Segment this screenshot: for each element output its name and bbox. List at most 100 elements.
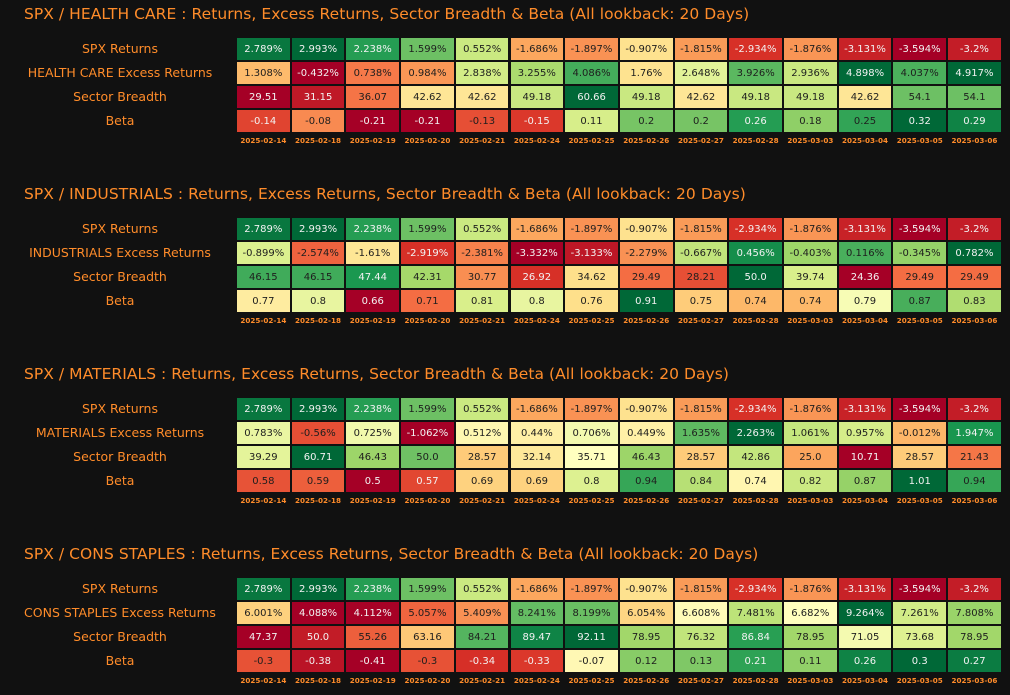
- date-tick-label: 2025-02-19: [349, 676, 396, 685]
- heatmap-cell: 36.07: [345, 85, 401, 109]
- date-tick-label: 2025-02-27: [677, 496, 724, 505]
- heatmap-cell: 28.57: [454, 445, 510, 469]
- heatmap-cell: 8.241%: [509, 601, 565, 625]
- heatmap-cell: 0.69: [509, 469, 565, 493]
- row-label-sector-breadth: Sector Breadth: [73, 269, 167, 284]
- date-tick-label: 2025-03-06: [951, 676, 998, 685]
- heatmap-cell: 7.808%: [947, 601, 1002, 625]
- heatmap-cell: 42.62: [673, 85, 729, 109]
- heatmap-cell: 0.26: [837, 649, 893, 673]
- heatmap-cell: -1.897%: [564, 217, 619, 241]
- heatmap-cell: -0.33: [509, 649, 565, 673]
- heatmap-cell: -2.919%: [400, 241, 455, 265]
- heatmap-cell: 2.238%: [345, 397, 401, 421]
- heatmap-cell: 60.71: [290, 445, 346, 469]
- heatmap-cell: 31.15: [290, 85, 346, 109]
- heatmap-cell: -3.131%: [837, 397, 893, 421]
- heatmap-cell: 46.15: [290, 265, 346, 289]
- heatmap-cell: 9.264%: [837, 601, 893, 625]
- date-tick-label: 2025-02-25: [568, 676, 615, 685]
- heatmap-cell: 0.706%: [564, 421, 619, 445]
- heatmap-cell: -1.876%: [783, 217, 838, 241]
- heatmap-cell: 0.71: [400, 289, 455, 313]
- row-label-sector-breadth: Sector Breadth: [73, 449, 167, 464]
- date-tick-label: 2025-02-20: [404, 136, 451, 145]
- heatmap-cell: 0.83: [947, 289, 1002, 313]
- heatmap-cell: 89.47: [509, 625, 565, 649]
- heatmap-cell: 7.481%: [728, 601, 783, 625]
- heatmap-cell: -0.907%: [618, 397, 674, 421]
- heatmap-cell: 29.49: [947, 265, 1002, 289]
- heatmap-cell: 0.79: [837, 289, 893, 313]
- panel-title: SPX / INDUSTRIALS : Returns, Excess Retu…: [24, 185, 746, 203]
- heatmap-cell: 34.62: [564, 265, 619, 289]
- heatmap-cell: 78.95: [783, 625, 838, 649]
- date-tick-label: 2025-03-05: [896, 136, 943, 145]
- heatmap-cell: 0.456%: [728, 241, 783, 265]
- heatmap-panel-1: SPX / HEALTH CARE : Returns, Excess Retu…: [0, 5, 1010, 155]
- heatmap-cell: -3.594%: [892, 37, 948, 61]
- heatmap-cell: -0.907%: [618, 217, 674, 241]
- heatmap-cell: -0.14: [236, 109, 291, 133]
- heatmap-cell: 0.25: [837, 109, 893, 133]
- heatmap-cell: 0.957%: [837, 421, 893, 445]
- heatmap-cell: 0.21: [728, 649, 783, 673]
- heatmap-cell: 0.725%: [345, 421, 401, 445]
- heatmap-cell: 2.238%: [345, 217, 401, 241]
- date-tick-label: 2025-02-28: [732, 496, 779, 505]
- date-tick-label: 2025-03-05: [896, 496, 943, 505]
- heatmap-cell: 28.57: [673, 445, 729, 469]
- heatmap-cell: -1.686%: [509, 37, 565, 61]
- date-tick-label: 2025-02-20: [404, 496, 451, 505]
- heatmap-cell: 2.238%: [345, 577, 401, 601]
- date-tick-label: 2025-02-27: [677, 136, 724, 145]
- heatmap-cell: -1.876%: [783, 397, 838, 421]
- date-tick-label: 2025-02-26: [623, 136, 670, 145]
- date-tick-label: 2025-02-24: [513, 496, 560, 505]
- heatmap-cell: 0.5: [345, 469, 401, 493]
- heatmap-cell: 42.31: [400, 265, 455, 289]
- heatmap-cell: -3.133%: [564, 241, 619, 265]
- heatmap-cell: 0.552%: [454, 37, 510, 61]
- panel-title: SPX / HEALTH CARE : Returns, Excess Retu…: [24, 5, 750, 23]
- heatmap-cell: -3.594%: [892, 577, 948, 601]
- heatmap-cell: 0.94: [947, 469, 1002, 493]
- heatmap-cell: 30.77: [454, 265, 510, 289]
- heatmap-cell: -0.15: [509, 109, 565, 133]
- date-tick-label: 2025-02-28: [732, 136, 779, 145]
- date-tick-label: 2025-02-21: [459, 496, 506, 505]
- heatmap-cell: -1.686%: [509, 217, 565, 241]
- heatmap-cell: 39.29: [236, 445, 291, 469]
- heatmap-cell: 92.11: [564, 625, 619, 649]
- heatmap-cell: 2.993%: [290, 397, 346, 421]
- date-tick-label: 2025-02-18: [295, 496, 342, 505]
- heatmap-cell: 0.77: [236, 289, 291, 313]
- date-tick-label: 2025-02-26: [623, 496, 670, 505]
- heatmap-cell: -3.131%: [837, 577, 893, 601]
- heatmap-cell: -3.131%: [837, 37, 893, 61]
- heatmap-cell: 0.783%: [236, 421, 291, 445]
- heatmap-cell: -0.41: [345, 649, 401, 673]
- heatmap-cell: 73.68: [892, 625, 948, 649]
- heatmap-panel-3: SPX / MATERIALS : Returns, Excess Return…: [0, 365, 1010, 515]
- heatmap-cell: 6.682%: [783, 601, 838, 625]
- date-tick-label: 2025-02-28: [732, 676, 779, 685]
- heatmap-cell: 24.36: [837, 265, 893, 289]
- heatmap-cell: -0.3: [400, 649, 455, 673]
- heatmap-cell: -0.667%: [673, 241, 729, 265]
- heatmap-cell: 50.0: [290, 625, 346, 649]
- heatmap-cell: 0.8: [564, 469, 619, 493]
- heatmap-cell: 0.74: [728, 469, 783, 493]
- heatmap-cell: 2.993%: [290, 217, 346, 241]
- heatmap-cell: 4.086%: [564, 61, 619, 85]
- heatmap-cell: -2.934%: [728, 37, 783, 61]
- date-tick-label: 2025-02-14: [240, 676, 287, 685]
- heatmap-cell: -1.815%: [673, 397, 729, 421]
- heatmap-cell: -0.38: [290, 649, 346, 673]
- date-tick-label: 2025-02-21: [459, 316, 506, 325]
- date-tick-label: 2025-02-21: [459, 676, 506, 685]
- heatmap-cell: 4.088%: [290, 601, 346, 625]
- heatmap-cell: 0.82: [783, 469, 838, 493]
- date-tick-label: 2025-02-18: [295, 136, 342, 145]
- heatmap-cell: -1.897%: [564, 37, 619, 61]
